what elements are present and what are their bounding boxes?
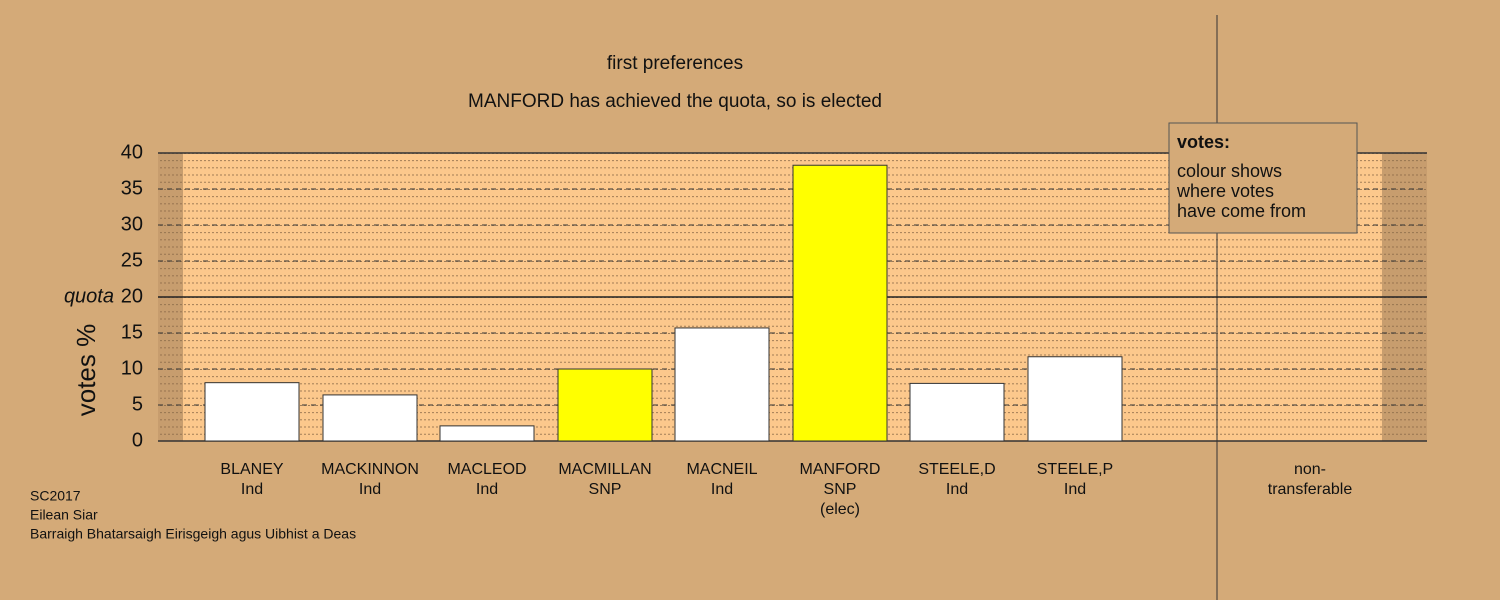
- x-tick-label: (elec): [820, 501, 860, 518]
- x-tick-label: Ind: [1064, 481, 1086, 498]
- x-tick-label: transferable: [1268, 481, 1353, 498]
- bar: [322, 394, 418, 442]
- x-tick-label: MACNEIL: [686, 461, 757, 478]
- y-axis-label: votes %: [71, 324, 101, 417]
- y-tick-label: 30: [121, 213, 143, 235]
- x-tick-label: MANFORD: [800, 461, 881, 478]
- legend: votes: colour shows where votes have com…: [1168, 122, 1358, 234]
- y-tick-label: 20: [121, 285, 143, 307]
- x-tick-label: STEELE,D: [918, 461, 995, 478]
- footer-line: Eilean Siar: [30, 507, 98, 523]
- x-tick-label: Ind: [711, 481, 733, 498]
- legend-box: [1168, 122, 1358, 234]
- y-tick-label: 5: [132, 393, 143, 415]
- x-tick-label: SNP: [824, 481, 857, 498]
- x-tick-label: Ind: [476, 481, 498, 498]
- y-tick-label: 40: [121, 141, 143, 163]
- bar: [674, 327, 770, 442]
- y-tick-label: 35: [121, 177, 143, 199]
- y-tick-label: 0: [132, 429, 143, 451]
- x-tick-label: Ind: [241, 481, 263, 498]
- bar: [557, 368, 653, 442]
- x-tick-label: MACLEOD: [447, 461, 526, 478]
- x-tick-label: BLANEY: [220, 461, 283, 478]
- x-tick-label: Ind: [946, 481, 968, 498]
- chart-subtitle: MANFORD has achieved the quota, so is el…: [468, 91, 882, 112]
- y-tick-label: 25: [121, 249, 143, 271]
- bar: [909, 382, 1005, 442]
- x-tick-label: Ind: [359, 481, 381, 498]
- y-tick-label: 15: [121, 321, 143, 343]
- x-tick-label: STEELE,P: [1037, 461, 1113, 478]
- legend-text: have come from: [1177, 201, 1306, 221]
- bar: [439, 425, 535, 442]
- y-tick-label: 10: [121, 357, 143, 379]
- footer-line: SC2017: [30, 488, 81, 504]
- x-tick-label: non-: [1294, 461, 1326, 478]
- x-tick-label: MACMILLAN: [558, 461, 651, 478]
- x-tick-label: MACKINNON: [321, 461, 419, 478]
- legend-title: votes:: [1177, 132, 1230, 152]
- x-tick-label: SNP: [589, 481, 622, 498]
- chart-title: first preferences: [607, 53, 743, 74]
- quota-label: quota: [64, 285, 114, 307]
- bar: [792, 164, 888, 442]
- bar: [204, 382, 300, 442]
- legend-text: where votes: [1176, 181, 1274, 201]
- legend-text: colour shows: [1177, 161, 1282, 181]
- footer-line: Barraigh Bhatarsaigh Eirisgeigh agus Uib…: [30, 526, 356, 542]
- bar: [1027, 356, 1123, 442]
